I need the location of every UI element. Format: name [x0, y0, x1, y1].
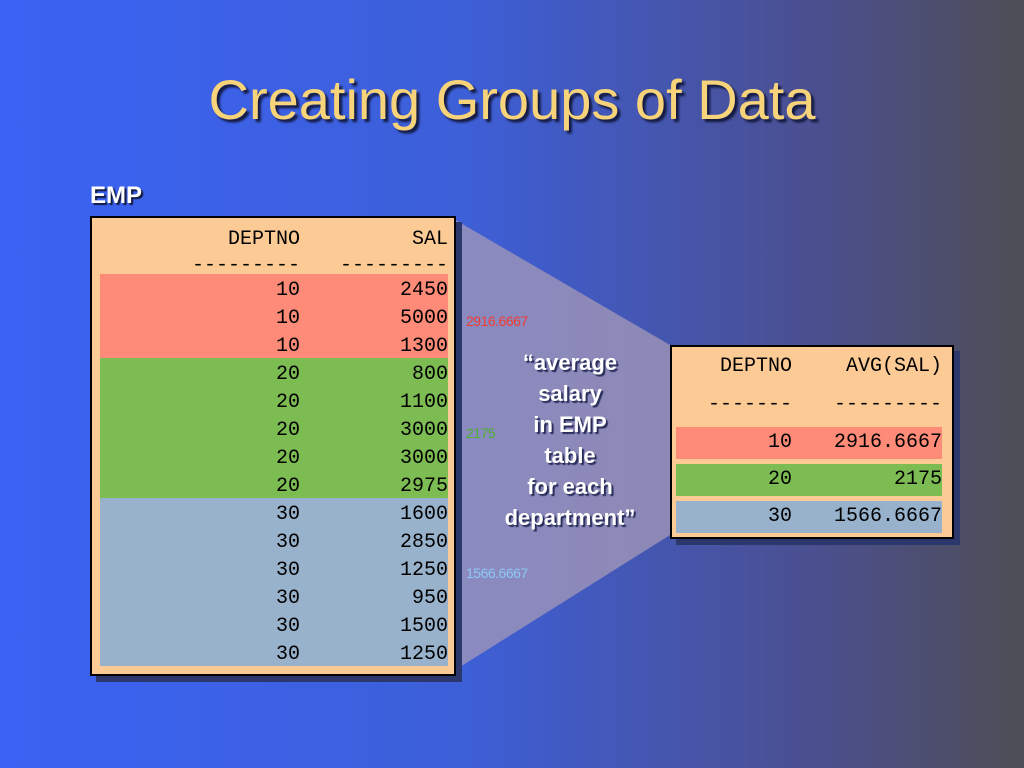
cell-sal: 1300	[399, 335, 448, 358]
group-30-average-note: 1566.6667	[466, 565, 528, 581]
caption-line: “average	[522, 350, 618, 375]
table-row: 30 950	[100, 585, 448, 613]
cell-sal: 3000	[399, 419, 448, 442]
cell-sal: 1500	[399, 615, 448, 638]
cell-deptno: 20	[275, 391, 300, 414]
cell-deptno: 20	[767, 468, 792, 491]
avg-header-deptno: DEPTNO	[719, 355, 792, 378]
cell-deptno: 10	[275, 307, 300, 330]
caption-line: table	[544, 443, 596, 468]
cell-sal: 2850	[399, 531, 448, 554]
group-20-average-note: 2175	[466, 425, 496, 441]
avg-header-divider: ------- ---------	[680, 393, 942, 416]
cell-sal: 1100	[399, 391, 448, 414]
table-row: 30 1500	[100, 613, 448, 641]
cell-deptno: 10	[767, 431, 792, 454]
emp-header-sal: SAL	[411, 228, 448, 251]
cell-deptno: 10	[275, 335, 300, 358]
cell-deptno: 30	[275, 615, 300, 638]
table-row: 10 1300	[100, 333, 448, 361]
cell-deptno: 30	[275, 503, 300, 526]
cell-sal: 3000	[399, 447, 448, 470]
avg-sal-result-table: DEPTNO AVG(SAL) ------- --------- 10 2916…	[670, 345, 954, 539]
cell-sal: 2975	[399, 475, 448, 498]
table-row: 20 3000	[100, 445, 448, 473]
table-row: 20 2175	[676, 464, 942, 496]
emp-table: DEPTNO SAL --------- --------- 10 2450 10…	[90, 216, 456, 676]
group-band-30	[100, 498, 448, 666]
cell-deptno: 20	[275, 363, 300, 386]
cell-deptno: 30	[767, 505, 792, 528]
table-row: 30 2850	[100, 529, 448, 557]
emp-divider-deptno: ---------	[191, 254, 300, 277]
cell-deptno: 30	[275, 643, 300, 666]
caption-line: department”	[504, 505, 636, 530]
table-row: 20 800	[100, 361, 448, 389]
cell-deptno: 20	[275, 419, 300, 442]
avg-divider-deptno: -------	[707, 393, 792, 416]
table-row: 10 2916.6667	[676, 427, 942, 459]
emp-header-divider: --------- ---------	[100, 254, 448, 277]
table-row: 20 2975	[100, 473, 448, 501]
cell-deptno: 10	[275, 279, 300, 302]
cell-sal: 1250	[399, 559, 448, 582]
group-10-average-note: 2916.6667	[466, 313, 528, 329]
slide-title: Creating Groups of Data	[208, 68, 816, 131]
group-band-20	[100, 358, 448, 498]
cell-deptno: 30	[275, 587, 300, 610]
cell-sal: 5000	[399, 307, 448, 330]
table-row: 30 1250	[100, 557, 448, 585]
emp-divider-sal: ---------	[339, 254, 448, 277]
cell-deptno: 20	[275, 447, 300, 470]
emp-header-deptno: DEPTNO	[227, 228, 300, 251]
group-band-10	[100, 274, 448, 358]
avg-divider-avg-sal: ---------	[833, 393, 942, 416]
cell-sal: 2450	[399, 279, 448, 302]
cell-avg-sal: 2175	[893, 468, 942, 491]
caption-line: in EMP	[533, 412, 607, 437]
caption-line: salary	[538, 381, 602, 406]
table-row: 10 5000	[100, 305, 448, 333]
cell-deptno: 20	[275, 475, 300, 498]
cell-sal: 1600	[399, 503, 448, 526]
emp-table-label: EMP	[90, 182, 143, 209]
cell-sal: 950	[411, 587, 448, 610]
cell-avg-sal: 1566.6667	[833, 505, 942, 528]
cell-sal: 800	[411, 363, 448, 386]
table-row: 30 1250	[100, 641, 448, 669]
table-row: 20 3000	[100, 417, 448, 445]
cell-deptno: 30	[275, 559, 300, 582]
cell-sal: 1250	[399, 643, 448, 666]
table-row: 30 1600	[100, 501, 448, 529]
emp-header-row: DEPTNO SAL	[100, 228, 448, 251]
funnel-caption: “average salary in EMP table for each de…	[470, 347, 670, 533]
table-row: 30 1566.6667	[676, 501, 942, 533]
cell-avg-sal: 2916.6667	[833, 431, 942, 454]
cell-deptno: 30	[275, 531, 300, 554]
caption-line: for each	[527, 474, 613, 499]
avg-header-row: DEPTNO AVG(SAL)	[680, 355, 942, 378]
table-row: 10 2450	[100, 277, 448, 305]
table-row: 20 1100	[100, 389, 448, 417]
avg-header-avg-sal: AVG(SAL)	[845, 355, 942, 378]
